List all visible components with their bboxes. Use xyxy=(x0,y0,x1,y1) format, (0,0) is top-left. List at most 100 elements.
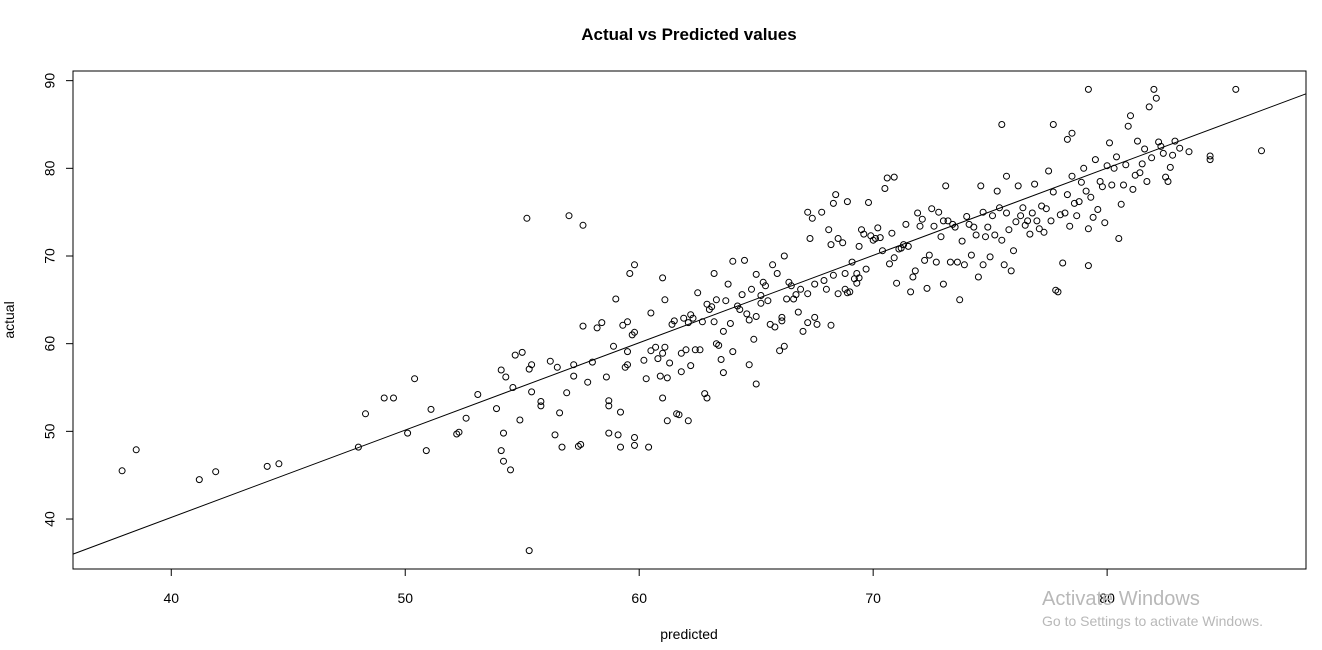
data-point xyxy=(829,199,837,207)
plot-frame xyxy=(72,70,1307,570)
data-point xyxy=(677,368,685,376)
data-point xyxy=(537,398,545,405)
data-point xyxy=(902,220,910,228)
data-point xyxy=(546,357,554,365)
data-point xyxy=(818,208,826,216)
data-point xyxy=(195,476,203,484)
data-point xyxy=(953,258,961,266)
data-point xyxy=(1098,183,1106,191)
data-point xyxy=(776,347,784,355)
data-point xyxy=(829,271,837,279)
data-point xyxy=(556,409,564,417)
x-axis-label: predicted xyxy=(660,626,718,642)
data-point xyxy=(942,182,950,190)
data-point xyxy=(974,273,982,281)
data-point xyxy=(684,319,692,327)
data-point xyxy=(1082,187,1090,195)
data-point xyxy=(970,223,978,231)
data-point xyxy=(977,182,985,190)
data-point xyxy=(808,214,816,222)
data-point xyxy=(645,443,653,451)
data-point xyxy=(886,260,893,268)
data-point xyxy=(1075,198,1083,206)
data-point xyxy=(717,356,725,363)
data-point xyxy=(773,270,781,277)
data-point xyxy=(748,285,755,293)
data-point xyxy=(1176,144,1184,152)
data-point xyxy=(743,310,751,318)
data-point xyxy=(729,257,737,265)
data-point xyxy=(390,394,397,402)
data-point xyxy=(757,292,765,299)
data-point xyxy=(820,277,828,284)
data-point xyxy=(939,280,947,288)
data-point xyxy=(659,349,667,357)
data-point xyxy=(1026,230,1034,238)
data-point xyxy=(811,280,819,288)
data-point xyxy=(670,317,678,325)
data-point xyxy=(843,198,851,206)
data-point xyxy=(741,256,748,264)
y-tick-label: 50 xyxy=(42,423,58,439)
data-point xyxy=(890,173,898,181)
data-point xyxy=(1070,199,1078,207)
data-point xyxy=(579,322,587,330)
data-point xyxy=(982,233,989,241)
data-point xyxy=(605,429,613,437)
data-point xyxy=(991,231,999,239)
y-tick-label: 70 xyxy=(42,248,58,264)
data-point xyxy=(497,366,505,374)
data-point xyxy=(1010,247,1017,255)
data-point xyxy=(785,278,793,286)
data-point xyxy=(1007,267,1015,275)
watermark-subtitle: Go to Settings to activate Windows. xyxy=(1042,613,1263,629)
data-point xyxy=(1017,212,1025,220)
data-point xyxy=(1000,261,1008,269)
data-point xyxy=(404,429,412,437)
data-point xyxy=(1169,151,1177,159)
data-point xyxy=(729,348,737,356)
data-point xyxy=(946,258,954,266)
data-point xyxy=(1066,222,1074,230)
data-point xyxy=(563,389,571,397)
data-point xyxy=(722,297,730,305)
data-point xyxy=(689,314,697,322)
data-point xyxy=(574,442,582,450)
data-point xyxy=(1171,137,1179,145)
data-point xyxy=(624,361,631,369)
y-tick-label: 60 xyxy=(42,336,58,352)
data-point xyxy=(778,313,786,321)
data-point xyxy=(797,285,805,293)
data-point xyxy=(752,270,760,278)
data-point xyxy=(1159,149,1167,157)
data-point xyxy=(1124,122,1132,130)
data-point xyxy=(617,443,624,451)
data-point xyxy=(787,282,795,290)
data-point xyxy=(687,362,695,370)
data-point xyxy=(659,274,667,282)
data-point xyxy=(989,212,996,220)
data-point xyxy=(427,405,435,413)
data-point xyxy=(570,361,578,369)
data-point xyxy=(1033,217,1041,225)
data-point xyxy=(893,279,901,287)
data-point xyxy=(759,278,767,286)
data-point xyxy=(1206,152,1214,160)
data-point xyxy=(1035,225,1043,233)
data-point xyxy=(570,372,578,380)
data-point xyxy=(1134,137,1141,145)
data-point xyxy=(841,270,849,277)
data-point xyxy=(900,241,908,249)
data-point xyxy=(1068,172,1076,180)
data-point xyxy=(1049,121,1057,128)
data-point xyxy=(516,416,524,424)
data-point xyxy=(1080,164,1088,172)
data-point xyxy=(855,242,863,250)
data-point xyxy=(1040,228,1048,236)
data-point xyxy=(1054,288,1062,296)
data-point xyxy=(1129,185,1137,193)
data-point xyxy=(132,446,140,454)
data-point xyxy=(1157,142,1165,150)
data-point xyxy=(1110,164,1118,172)
data-point xyxy=(691,346,699,354)
